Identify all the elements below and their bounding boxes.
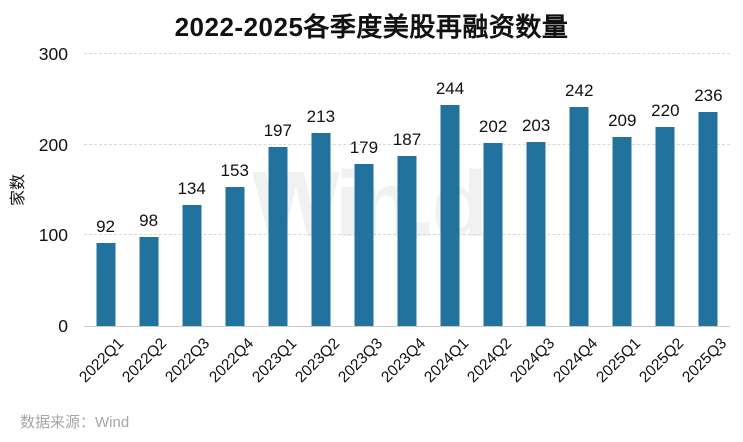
- bar: [612, 136, 632, 326]
- bar: [225, 187, 245, 326]
- bar: [268, 147, 288, 326]
- x-tick-label-text: 2025Q2: [636, 335, 688, 387]
- bar-group: 92: [84, 54, 127, 326]
- x-tick-label-text: 2022Q3: [162, 335, 214, 387]
- gridline: [84, 143, 730, 145]
- bar-value-label: 236: [694, 86, 723, 106]
- bar: [698, 112, 718, 326]
- bar-group: 236: [687, 54, 730, 326]
- bar: [397, 156, 417, 326]
- bar-group: 203: [515, 54, 558, 326]
- chart-title: 2022-2025各季度美股再融资数量: [174, 12, 569, 42]
- bar: [440, 104, 460, 326]
- x-tick-label-text: 2025Q3: [679, 335, 731, 387]
- data-source-label: 数据来源：Wind: [20, 414, 130, 431]
- bar-value-label: 202: [478, 116, 508, 136]
- x-tick-label-text: 2023Q2: [291, 335, 343, 387]
- bar-value-label: 153: [220, 161, 249, 181]
- x-tick-label-text: 2024Q4: [550, 335, 602, 387]
- bar-series: 92 98 134 153 197 213 179 187 244 202 203 242 209 220…: [84, 54, 730, 326]
- bar: [182, 204, 202, 326]
- bar: [311, 132, 331, 326]
- bar-value-label: 134: [177, 178, 206, 198]
- y-tick-label: 0: [58, 316, 68, 336]
- bar-value-label: 98: [139, 211, 159, 231]
- bar: [354, 163, 374, 326]
- bar: [526, 141, 546, 326]
- bar: [139, 237, 159, 326]
- plot-area: Win.d 9298134153197213179187244202203242…: [84, 53, 730, 327]
- bar-value-label: 220: [651, 100, 680, 120]
- x-tick-label-text: 2022Q2: [119, 335, 171, 387]
- bar: [483, 142, 503, 326]
- bar: [569, 106, 589, 326]
- y-axis-title-text: 家数: [10, 173, 28, 207]
- bar-group: 242: [558, 54, 601, 326]
- bar-value-label: 197: [263, 121, 292, 141]
- bar-value-label: 244: [435, 78, 465, 98]
- bar-group: 179: [342, 54, 385, 326]
- bar-value-label: 209: [608, 110, 637, 130]
- bar-group: 213: [299, 54, 342, 326]
- x-tick-label-text: 2023Q1: [248, 335, 300, 387]
- bar-group: 187: [385, 54, 428, 326]
- y-tick-label: 300: [38, 44, 68, 64]
- bar-group: 209: [601, 54, 644, 326]
- x-tick-label-text: 2023Q4: [377, 335, 430, 387]
- x-tick-label-text: 2024Q2: [464, 335, 516, 387]
- x-tick-label-text: 2023Q3: [334, 335, 386, 387]
- bar: [655, 126, 675, 326]
- x-tick-label-text: 2024Q3: [507, 335, 559, 387]
- bar-group: 98: [127, 54, 170, 326]
- bar-value-label: 179: [349, 137, 379, 157]
- bar-value-label: 213: [306, 106, 336, 126]
- bar-group: 134: [170, 54, 213, 326]
- y-tick-label: 100: [38, 225, 68, 246]
- x-tick-label-text: 2022Q1: [76, 335, 128, 387]
- bar-value-label: 203: [521, 115, 551, 135]
- bar-group: 197: [256, 54, 299, 326]
- y-axis-title: 家数: [0, 54, 32, 326]
- x-tick-label-text: 2022Q4: [205, 335, 257, 387]
- y-tick-label: 200: [38, 134, 68, 155]
- bar-group: 244: [429, 54, 472, 326]
- bar-value-label: 187: [392, 130, 422, 150]
- bar-group: 202: [472, 54, 515, 326]
- bar: [96, 242, 116, 326]
- bar-group: 153: [213, 54, 256, 326]
- x-tick-label-text: 2024Q1: [421, 335, 473, 387]
- gridline: [84, 53, 730, 54]
- x-tick-label-text: 2025Q1: [593, 335, 645, 387]
- bar-group: 220: [644, 54, 687, 326]
- bar-value-label: 92: [96, 216, 115, 236]
- bar-value-label: 242: [565, 80, 594, 100]
